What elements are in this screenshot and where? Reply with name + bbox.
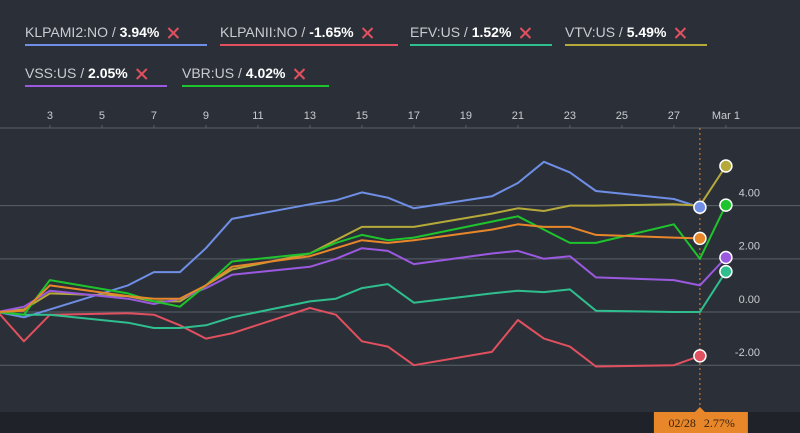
legend-label: EFV:US / 1.52% <box>410 24 512 40</box>
end-dot <box>693 349 707 363</box>
legend-value: 4.02% <box>246 65 286 81</box>
legend-separator: / <box>460 24 472 40</box>
legend-name: VSS:US <box>25 65 76 81</box>
legend-name: VTV:US <box>565 24 615 40</box>
legend-item[interactable]: EFV:US / 1.52% <box>410 24 552 46</box>
x-tick-label: 5 <box>99 110 105 122</box>
legend-remove[interactable] <box>519 27 532 39</box>
remove-icon <box>136 68 148 80</box>
x-tick-label: 17 <box>408 110 420 122</box>
legend-name: VBR:US <box>182 65 234 81</box>
series-line <box>0 307 701 368</box>
legend-value: 5.49% <box>627 24 667 40</box>
x-tick-label: 11 <box>252 110 263 122</box>
x-tick-label: Mar 1 <box>712 110 740 122</box>
tooltip-box <box>653 412 748 433</box>
tooltip-pointer <box>694 407 705 412</box>
x-tick-label: 7 <box>151 110 157 122</box>
series-line <box>0 247 727 313</box>
end-dot <box>719 264 733 279</box>
x-tick-label: 13 <box>304 110 316 122</box>
legend-separator: / <box>615 24 627 40</box>
tooltip-date: 02/28 <box>669 416 696 430</box>
x-tick-label: 23 <box>564 110 576 122</box>
remove-icon <box>519 27 532 39</box>
x-tick-label: 9 <box>203 110 209 122</box>
legend-label: VBR:US / 4.02% <box>182 65 286 81</box>
legend-label: VTV:US / 5.49% <box>565 24 667 40</box>
end-dot <box>719 159 733 173</box>
legend-value: 2.05% <box>88 65 128 81</box>
legend-separator: / <box>76 65 88 81</box>
legend-remove[interactable] <box>361 27 374 39</box>
legend-remove[interactable] <box>136 68 148 80</box>
y-tick-label: 2.00 <box>739 241 760 253</box>
legend-value: -1.65% <box>309 24 354 40</box>
y-tick-label: 4.00 <box>739 188 760 200</box>
legend-name: EFV:US <box>410 24 460 40</box>
legend-value: 1.52% <box>472 24 512 40</box>
legend-item[interactable]: VTV:US / 5.49% <box>565 24 707 46</box>
remove-icon <box>674 27 687 39</box>
legend-value: 3.94% <box>120 24 160 40</box>
series-line <box>0 204 727 316</box>
legend-separator: / <box>108 24 120 40</box>
legend-name: KLPANII:NO <box>220 24 298 40</box>
legend-name: KLPAMI2:NO <box>25 24 108 40</box>
legend-item[interactable]: KLPANII:NO / -1.65% <box>220 24 398 46</box>
legend-separator: / <box>298 24 310 40</box>
remove-icon <box>361 27 374 39</box>
series-line <box>0 160 701 319</box>
tooltip-value: 2.77% <box>704 416 735 430</box>
y-tick-label: -2.00 <box>735 347 760 359</box>
legend-item[interactable]: VSS:US / 2.05% <box>25 65 167 87</box>
legend-item[interactable]: VBR:US / 4.02% <box>182 65 329 87</box>
tooltip: 02/28 2.77% <box>653 412 748 433</box>
end-dot <box>719 250 733 265</box>
x-tick-label: 25 <box>616 110 628 122</box>
x-tick-label: 21 <box>512 110 524 122</box>
legend-item[interactable]: KLPAMI2:NO / 3.94% <box>25 24 207 46</box>
x-tick-label: 27 <box>668 110 680 122</box>
remove-icon <box>167 27 180 39</box>
end-dot <box>719 198 733 212</box>
series-line <box>0 271 727 329</box>
end-dot <box>693 200 707 214</box>
x-tick-label: 15 <box>356 110 368 122</box>
x-tick-label: 19 <box>460 110 472 122</box>
legend-remove[interactable] <box>293 68 306 80</box>
y-tick-label: 0.00 <box>739 294 760 306</box>
bottom-strip <box>0 412 800 433</box>
legend-remove[interactable] <box>674 27 687 39</box>
legend-label: VSS:US / 2.05% <box>25 65 128 81</box>
legend-label: KLPANII:NO / -1.65% <box>220 24 354 40</box>
remove-icon <box>293 68 306 80</box>
legend-remove[interactable] <box>167 27 180 39</box>
hover-dot <box>693 231 707 246</box>
legend-separator: / <box>234 65 246 81</box>
x-tick-label: 3 <box>47 110 53 122</box>
legend-label: KLPAMI2:NO / 3.94% <box>25 24 160 40</box>
series-line <box>0 223 700 313</box>
